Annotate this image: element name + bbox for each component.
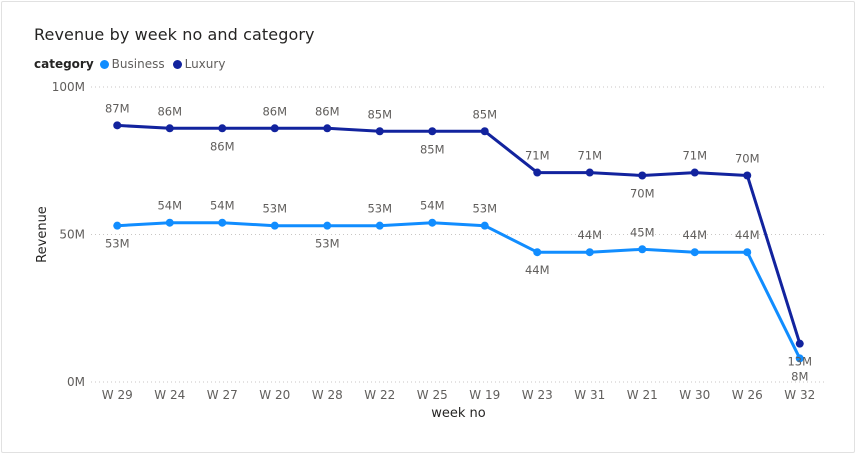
x-tick-label: W 24	[154, 388, 185, 402]
data-label-luxury: 13M	[787, 355, 812, 369]
data-point-business[interactable]	[165, 218, 174, 227]
data-point-business[interactable]	[428, 218, 437, 227]
chart-title: Revenue by week no and category	[34, 25, 315, 44]
data-label-business: 8M	[791, 369, 808, 383]
y-tick-label: 0M	[67, 375, 85, 389]
y-tick-label: 100M	[52, 80, 85, 94]
data-point-luxury[interactable]	[533, 168, 542, 177]
data-point-business[interactable]	[638, 245, 647, 254]
data-point-luxury[interactable]	[690, 168, 699, 177]
data-label-business: 44M	[735, 228, 760, 242]
data-point-luxury[interactable]	[638, 171, 647, 180]
data-point-luxury[interactable]	[428, 127, 437, 136]
data-point-business[interactable]	[270, 221, 279, 230]
data-point-business[interactable]	[585, 248, 594, 257]
x-tick-label: W 28	[312, 388, 343, 402]
data-point-luxury[interactable]	[585, 168, 594, 177]
y-axis-title: Revenue	[35, 206, 50, 263]
data-point-luxury[interactable]	[165, 124, 174, 133]
data-point-luxury[interactable]	[795, 339, 804, 348]
data-label-luxury: 85M	[367, 107, 392, 121]
data-point-luxury[interactable]	[113, 121, 122, 130]
x-tick-label: W 31	[574, 388, 605, 402]
x-tick-label: W 19	[469, 388, 500, 402]
data-label-business: 53M	[315, 237, 340, 251]
data-point-business[interactable]	[743, 248, 752, 257]
data-label-luxury: 70M	[735, 152, 760, 166]
data-label-business: 53M	[367, 202, 392, 216]
series-line-business[interactable]	[117, 221, 802, 360]
x-tick-label: W 26	[732, 388, 763, 402]
y-tick-label: 50M	[59, 228, 85, 242]
data-label-luxury: 86M	[157, 104, 182, 118]
data-point-business[interactable]	[218, 218, 227, 227]
data-label-luxury: 71M	[525, 149, 550, 163]
data-label-business: 44M	[577, 228, 602, 242]
legend-item-luxury[interactable]: Luxury	[172, 57, 226, 71]
legend-item-business[interactable]: Business	[99, 57, 165, 71]
data-label-luxury: 71M	[682, 149, 707, 163]
data-label-business: 54M	[420, 199, 445, 213]
gridlines	[91, 86, 826, 383]
x-tick-label: W 29	[102, 388, 133, 402]
legend-marker-business	[99, 59, 109, 69]
x-tick-label: W 22	[364, 388, 395, 402]
data-point-luxury[interactable]	[480, 127, 489, 136]
legend-marker-luxury	[172, 59, 182, 69]
data-labels: 53M 54M 54M 53M 53M 53M 54M 53M 44M 44M 45M 44M 44M 8…	[105, 101, 812, 383]
data-label-luxury: 87M	[105, 101, 130, 115]
data-point-luxury[interactable]	[218, 124, 227, 133]
x-axis-title: week no	[431, 406, 486, 421]
legend: category Business Luxury	[34, 57, 233, 71]
data-point-business[interactable]	[690, 248, 699, 257]
x-tick-label: W 25	[417, 388, 448, 402]
x-tick-label: W 23	[522, 388, 553, 402]
legend-label-luxury: Luxury	[184, 57, 226, 71]
data-label-business: 44M	[682, 228, 707, 242]
series-line-luxury[interactable]	[117, 123, 802, 345]
data-label-business: 45M	[630, 225, 655, 239]
data-point-business[interactable]	[480, 221, 489, 230]
data-point-business[interactable]	[533, 248, 542, 257]
data-point-luxury[interactable]	[375, 127, 384, 136]
data-label-luxury: 86M	[262, 104, 287, 118]
data-label-business: 54M	[157, 199, 182, 213]
legend-title: category	[34, 57, 94, 71]
data-label-business: 44M	[525, 263, 550, 277]
legend-label-business: Business	[111, 57, 165, 71]
data-label-luxury: 85M	[420, 142, 445, 156]
x-tick-label: W 21	[627, 388, 658, 402]
data-label-luxury: 85M	[472, 107, 497, 121]
x-axis-ticks: W 29 W 24 W 27 W 20 W 28 W 22 W 25 W 19 W 23 W 31…	[102, 388, 815, 402]
x-tick-label: W 30	[679, 388, 710, 402]
data-label-business: 53M	[105, 237, 130, 251]
series-lines	[117, 123, 802, 360]
x-tick-label: W 20	[259, 388, 290, 402]
data-label-business: 54M	[210, 199, 235, 213]
data-point-business[interactable]	[113, 221, 122, 230]
y-axis-ticks: 0M 50M 100M	[52, 80, 85, 389]
data-point-business[interactable]	[323, 221, 332, 230]
data-label-business: 53M	[262, 202, 287, 216]
data-label-luxury: 71M	[577, 149, 602, 163]
data-point-luxury[interactable]	[323, 124, 332, 133]
data-point-luxury[interactable]	[743, 171, 752, 180]
series-points	[113, 121, 804, 363]
data-label-luxury: 86M	[210, 139, 235, 153]
data-label-luxury: 86M	[315, 104, 340, 118]
data-label-luxury: 70M	[630, 187, 655, 201]
x-tick-label: W 32	[784, 388, 815, 402]
data-point-luxury[interactable]	[270, 124, 279, 133]
x-tick-label: W 27	[207, 388, 238, 402]
data-label-business: 53M	[472, 202, 497, 216]
data-point-business[interactable]	[375, 221, 384, 230]
data-point-business[interactable]	[795, 354, 804, 363]
